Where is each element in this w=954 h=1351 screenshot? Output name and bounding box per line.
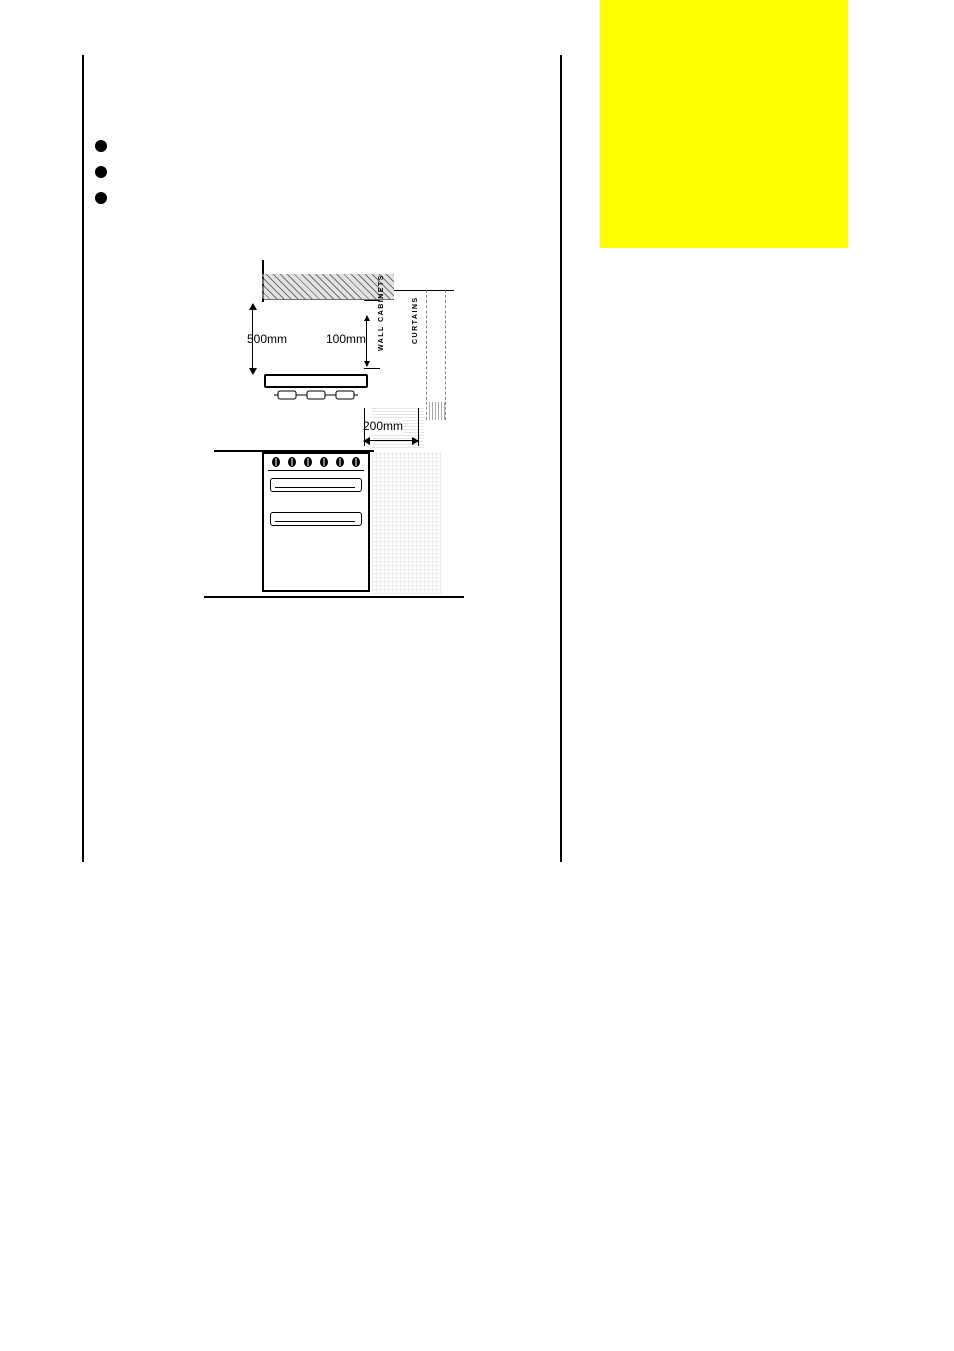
dim-tick bbox=[364, 368, 380, 369]
page: WALL CABINETS CURTAINS 500mm 100mm bbox=[0, 0, 954, 1351]
knob-strip bbox=[268, 456, 364, 468]
bullet-dot-icon bbox=[95, 192, 107, 204]
bullet-dot-icon bbox=[95, 140, 107, 152]
list-item bbox=[95, 166, 535, 178]
column-rule-right bbox=[560, 55, 562, 862]
hob-top bbox=[264, 374, 368, 388]
dim-label-100: 100mm bbox=[326, 332, 366, 346]
dim-tick bbox=[364, 300, 380, 301]
wall-cabinets-label: WALL CABINETS bbox=[378, 274, 392, 374]
wall-hatching bbox=[262, 274, 394, 300]
curtains-label: CURTAINS bbox=[412, 296, 426, 376]
oven-door bbox=[270, 478, 362, 492]
list-item bbox=[95, 192, 535, 204]
adjacent-cabinet-texture bbox=[372, 452, 442, 594]
highlight-block bbox=[600, 0, 848, 248]
dim-label-500: 500mm bbox=[247, 332, 287, 346]
floor-line bbox=[204, 596, 464, 598]
oven-door bbox=[270, 512, 362, 526]
list-item bbox=[95, 140, 535, 152]
bullet-dot-icon bbox=[95, 166, 107, 178]
dim-arrow-100 bbox=[366, 316, 367, 366]
dim-arrow-200 bbox=[364, 440, 418, 441]
hob-burners bbox=[274, 390, 358, 400]
cooker-front bbox=[262, 452, 370, 592]
panel-divider bbox=[268, 470, 364, 471]
column-rule-left bbox=[82, 55, 84, 862]
dim-label-200: 200mm bbox=[363, 419, 403, 433]
clearance-diagram: WALL CABINETS CURTAINS 500mm 100mm bbox=[214, 260, 459, 605]
bullet-list bbox=[95, 140, 535, 218]
curtain-icon bbox=[426, 290, 446, 420]
